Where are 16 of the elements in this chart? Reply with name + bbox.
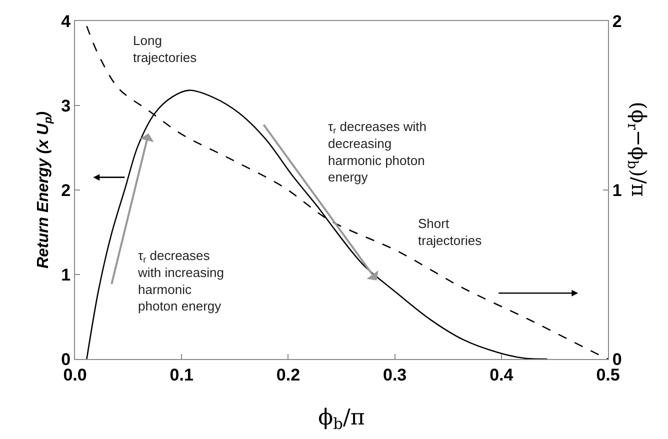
y-tick-label: 3 — [61, 96, 71, 116]
line-series — [86, 25, 608, 359]
x-tick-label: 0.4 — [490, 365, 514, 384]
y2-tick-label: 2 — [612, 12, 622, 31]
annotation: Short trajectories — [418, 216, 482, 248]
x-tick-label: 0.3 — [382, 365, 407, 384]
x-axis-title: ϕ$_{b}$/π — [318, 405, 365, 433]
annotation: τ$_{r}$ decreases with decreasing harmonic photon energy — [328, 119, 426, 185]
annotation: Long trajectories — [133, 33, 198, 65]
y-tick-label: 4 — [61, 12, 72, 31]
y-tick-label: 1 — [61, 265, 71, 284]
x-tick-label: 0.1 — [170, 365, 194, 384]
y-tick-label: 2 — [61, 180, 71, 200]
annotation: τ$_{r}$ decreases with increasing harmonic photon energy — [137, 248, 224, 314]
x-tick-label: 0.2 — [276, 365, 300, 384]
y2-tick-label: 1 — [612, 180, 622, 200]
